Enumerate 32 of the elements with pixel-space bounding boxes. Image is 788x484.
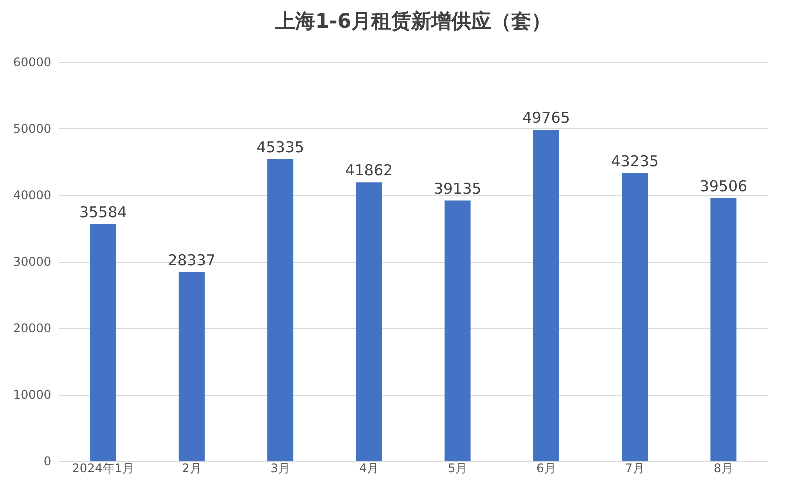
y-tick-label: 10000	[13, 388, 52, 402]
x-tick-label: 2月	[182, 462, 202, 476]
x-tick-label: 5月	[448, 462, 468, 476]
data-label: 35584	[79, 203, 128, 222]
y-tick-label: 60000	[13, 56, 52, 70]
bar	[444, 200, 471, 461]
x-tick-label: 8月	[714, 462, 734, 476]
y-tick-label: 0	[44, 454, 52, 468]
x-tick-label: 3月	[270, 462, 290, 476]
chart-title: 上海1-6月租赁新增供应（套）	[274, 9, 552, 33]
x-tick-label: 7月	[625, 462, 645, 476]
data-label: 28337	[168, 252, 216, 270]
data-label: 39506	[700, 177, 748, 196]
bar	[710, 198, 737, 461]
x-tick-label: 4月	[359, 462, 380, 476]
y-tick-label: 50000	[13, 122, 52, 136]
bar	[533, 130, 560, 461]
y-tick-label: 40000	[13, 188, 52, 202]
x-tick-label: 2024年1月	[72, 462, 134, 476]
bar	[90, 224, 116, 461]
x-tick-label: 6月	[536, 462, 556, 476]
y-tick-label: 20000	[13, 322, 52, 336]
data-label: 41862	[345, 162, 394, 180]
bar	[178, 272, 205, 461]
y-tick-label: 30000	[13, 255, 52, 269]
data-label: 49765	[522, 109, 570, 128]
bar	[356, 182, 382, 461]
data-label: 45335	[256, 138, 304, 157]
bar	[268, 160, 294, 461]
data-label: 39135	[434, 180, 482, 198]
data-label: 43235	[611, 152, 659, 170]
bar	[622, 173, 648, 461]
